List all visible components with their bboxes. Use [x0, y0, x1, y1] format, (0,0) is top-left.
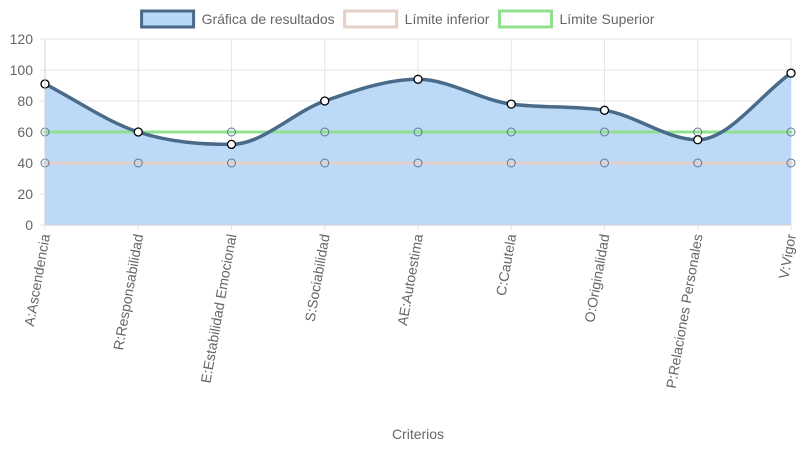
- plot-area: [40, 68, 796, 225]
- x-tick-label-s-sociabilidad: S:Sociabilidad: [302, 233, 333, 323]
- legend-item-limite-superior[interactable]: Límite Superior: [497, 9, 655, 29]
- y-tick-label: 60: [17, 124, 33, 140]
- legend-item-limite-inferior[interactable]: Límite inferior: [343, 9, 490, 29]
- legend-label-grafica-de-resultados: Gráfica de resultados: [202, 11, 335, 27]
- y-tick-label: 80: [17, 93, 33, 109]
- x-tick-label-v-vigor: V:Vigor: [775, 232, 796, 280]
- point-grafica-de-resultados-e-estabilidad-emocional[interactable]: [226, 139, 237, 150]
- point-limite-inferior-v-vigor[interactable]: [786, 158, 796, 168]
- y-tick-label: 100: [10, 62, 34, 78]
- legend-label-limite-superior: Límite Superior: [559, 11, 654, 27]
- point-limite-superior-o-originalidad[interactable]: [600, 127, 609, 137]
- legend-swatch-limite-inferior: [343, 9, 399, 29]
- legend-item-grafica-de-resultados[interactable]: Gráfica de resultados: [140, 9, 335, 29]
- point-limite-superior-c-cautela[interactable]: [506, 127, 516, 137]
- point-limite-inferior-o-originalidad[interactable]: [600, 158, 609, 168]
- legend-swatch-limite-superior: [497, 9, 553, 29]
- point-grafica-de-resultados-ae-autoestima[interactable]: [413, 74, 423, 84]
- point-limite-superior-s-sociabilidad[interactable]: [320, 127, 330, 137]
- point-limite-inferior-e-estabilidad-emocional[interactable]: [227, 158, 236, 168]
- x-tick-label-a-ascendencia: A:Ascendencia: [21, 233, 53, 328]
- point-grafica-de-resultados-o-originalidad[interactable]: [599, 105, 610, 115]
- x-axis-title: Criterios: [392, 426, 444, 442]
- y-tick-label: 0: [25, 217, 33, 233]
- point-limite-inferior-ae-autoestima[interactable]: [413, 158, 423, 168]
- point-grafica-de-resultados-c-cautela[interactable]: [506, 99, 516, 109]
- y-tick-label: 120: [10, 31, 34, 47]
- point-limite-superior-e-estabilidad-emocional[interactable]: [227, 127, 236, 137]
- point-grafica-de-resultados-v-vigor[interactable]: [786, 68, 796, 78]
- legend-swatch-grafica-de-resultados: [140, 9, 196, 29]
- y-axis: 0 20 40 60 80 100 120: [10, 31, 46, 233]
- x-tick-label-p-relaciones-personales: P:Relaciones Personales: [663, 233, 706, 390]
- point-limite-inferior-s-sociabilidad[interactable]: [320, 158, 330, 168]
- x-tick-label-o-originalidad: O:Originalidad: [581, 233, 612, 324]
- point-limite-superior-v-vigor[interactable]: [786, 127, 796, 137]
- point-grafica-de-resultados-s-sociabilidad[interactable]: [320, 96, 330, 106]
- y-tick-label: 20: [17, 186, 33, 202]
- legend: Gráfica de resultados Límite inferior Lími…: [140, 9, 655, 29]
- legend-label-limite-inferior: Límite inferior: [405, 11, 490, 27]
- point-limite-superior-ae-autoestima[interactable]: [413, 127, 423, 137]
- point-grafica-de-resultados-p-relaciones-personales[interactable]: [693, 135, 703, 145]
- x-tick-label-e-estabilidad-emocional: E:Estabilidad Emocional: [197, 233, 239, 384]
- point-grafica-de-resultados-r-responsabilidad[interactable]: [133, 127, 143, 137]
- point-limite-inferior-c-cautela[interactable]: [506, 158, 516, 168]
- point-limite-inferior-p-relaciones-personales[interactable]: [693, 158, 703, 168]
- x-axis: A:Ascendencia R:Responsabilidad E:Estabili…: [21, 224, 796, 390]
- x-tick-label-ae-autoestima: AE:Autoestima: [394, 233, 426, 327]
- series-area-grafica-de-resultados: [45, 73, 791, 225]
- x-tick-label-c-cautela: C:Cautela: [493, 233, 520, 297]
- y-tick-label: 40: [17, 155, 33, 171]
- x-tick-label-r-responsabilidad: R:Responsabilidad: [110, 233, 146, 352]
- point-limite-inferior-r-responsabilidad[interactable]: [133, 158, 143, 168]
